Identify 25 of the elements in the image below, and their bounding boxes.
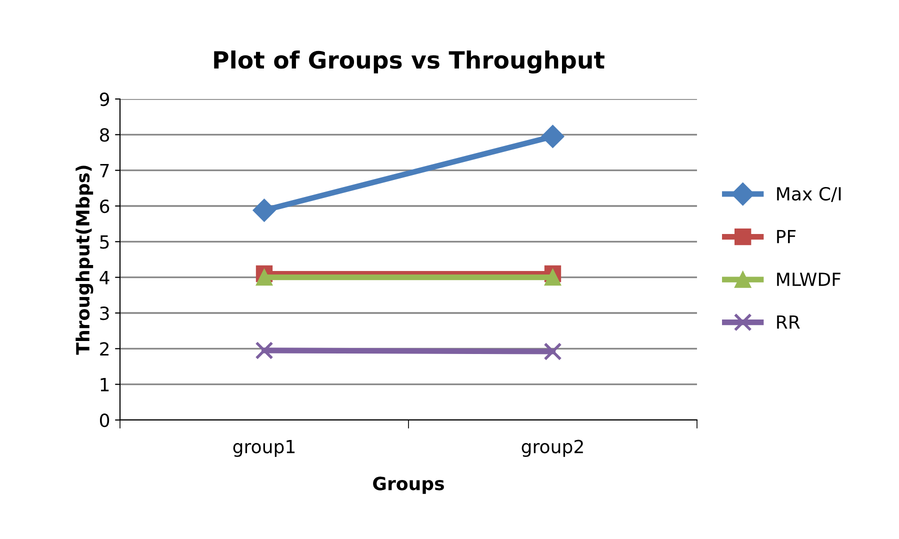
x-axis-title: Groups <box>373 476 444 494</box>
point <box>256 269 273 286</box>
legend-label: Max C/I <box>777 186 841 202</box>
y-tick-label: 5 <box>100 235 109 249</box>
y-tick-label: 7 <box>100 164 109 178</box>
y-tick-label: 8 <box>100 128 110 142</box>
chart-title: Plot of Groups vs Throughput <box>214 50 604 74</box>
y-tick-label: 1 <box>100 378 109 392</box>
legend-label: PF <box>777 230 796 244</box>
x-tick-label: group1 <box>233 440 295 457</box>
x-tick-label: group2 <box>522 440 583 457</box>
legend-label: MLWDF <box>777 272 840 286</box>
point <box>544 269 562 286</box>
point <box>541 124 564 148</box>
point <box>252 198 276 222</box>
y-tick-label: 3 <box>100 306 109 320</box>
y-tick-label: 6 <box>100 199 110 214</box>
y-tick-label: 0 <box>100 413 110 428</box>
point <box>544 342 562 361</box>
point <box>255 341 274 360</box>
y-tick-label: 2 <box>100 342 108 356</box>
y-tick-label: 4 <box>100 271 110 284</box>
legend-label: RR <box>777 315 800 329</box>
y-axis-title: Throughput(Mbps) <box>76 166 94 355</box>
y-tick-label: 9 <box>100 92 110 106</box>
